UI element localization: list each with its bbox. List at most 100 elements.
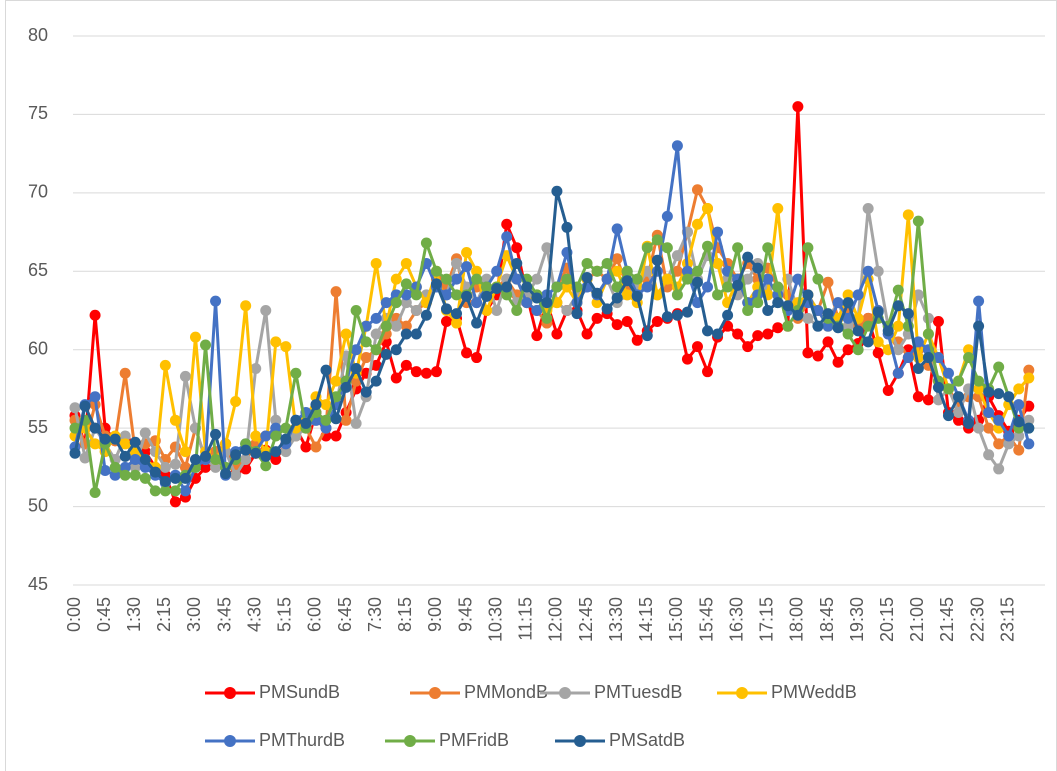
data-point <box>691 276 703 288</box>
data-point <box>651 254 663 266</box>
data-point <box>822 320 834 332</box>
x-tick-label: 15:00 <box>666 597 686 642</box>
data-point <box>491 305 503 316</box>
data-point <box>631 290 643 302</box>
legend-label: PMFridB <box>439 730 509 750</box>
data-point <box>782 300 794 312</box>
x-tick-label: 0:45 <box>94 597 114 632</box>
x-tick-label: 23:15 <box>997 597 1017 642</box>
data-point <box>641 330 653 342</box>
data-point <box>892 320 904 332</box>
data-point <box>179 370 191 382</box>
data-point <box>822 336 834 348</box>
data-point <box>953 406 965 418</box>
data-point <box>611 281 623 293</box>
data-point <box>531 273 543 285</box>
data-point <box>712 257 724 269</box>
data-point <box>611 265 623 277</box>
data-point <box>471 317 483 329</box>
data-point <box>742 251 754 263</box>
data-point <box>270 454 282 466</box>
data-point <box>451 273 463 285</box>
data-point <box>501 218 513 230</box>
data-point <box>149 485 161 497</box>
data-point <box>742 305 754 316</box>
data-point <box>210 428 222 440</box>
data-point <box>119 469 131 481</box>
data-point <box>621 315 633 327</box>
legend-marker <box>736 687 748 699</box>
data-point <box>601 273 613 285</box>
data-point <box>661 311 673 323</box>
data-point <box>159 475 171 487</box>
legend-item: PMSatdB <box>555 730 685 750</box>
data-point <box>169 458 181 470</box>
data-point <box>420 367 432 379</box>
data-point <box>471 297 483 309</box>
data-point <box>159 485 171 497</box>
data-point <box>671 140 683 152</box>
x-tick-label: 12:00 <box>546 597 566 642</box>
x-tick-label: 18:45 <box>817 597 837 642</box>
data-point <box>320 422 332 434</box>
data-point <box>129 436 141 448</box>
y-tick-label: 45 <box>28 574 48 594</box>
data-point <box>812 273 824 285</box>
data-point <box>420 309 432 321</box>
data-point <box>983 406 995 418</box>
data-point <box>370 257 382 269</box>
data-point <box>842 344 854 356</box>
data-point <box>380 320 392 332</box>
data-point <box>1003 430 1015 442</box>
data-point <box>390 273 402 285</box>
data-point <box>762 305 774 316</box>
data-point <box>611 319 623 331</box>
data-point <box>691 218 703 230</box>
data-point <box>521 297 533 309</box>
data-point <box>842 312 854 324</box>
data-point <box>400 257 412 269</box>
data-point <box>842 320 854 332</box>
data-point <box>89 486 101 498</box>
data-point <box>983 449 995 461</box>
legend-marker <box>559 687 571 699</box>
data-point <box>581 257 593 269</box>
x-tick-label: 12:45 <box>576 597 596 642</box>
data-point <box>541 297 553 309</box>
data-point <box>601 303 613 315</box>
data-point <box>842 328 854 340</box>
data-point <box>119 461 131 473</box>
data-point <box>260 460 272 472</box>
data-point <box>129 454 141 466</box>
data-point <box>842 289 854 301</box>
data-point <box>179 446 191 458</box>
data-point <box>591 312 603 324</box>
data-point <box>1013 399 1025 411</box>
data-point <box>200 339 212 351</box>
data-point <box>89 309 101 321</box>
data-point <box>390 320 402 332</box>
x-tick-label: 21:45 <box>937 597 957 642</box>
x-tick-label: 16:30 <box>726 597 746 642</box>
data-point <box>561 305 573 316</box>
x-tick-label: 5:15 <box>275 597 295 632</box>
data-point <box>581 272 593 284</box>
data-point <box>912 336 924 348</box>
legend-marker <box>224 735 236 747</box>
data-point <box>410 366 422 378</box>
data-point <box>109 469 121 481</box>
data-point <box>370 328 382 340</box>
data-point <box>380 297 392 309</box>
data-point <box>179 472 191 484</box>
data-point <box>782 320 794 332</box>
data-point <box>220 438 232 450</box>
data-point <box>631 334 643 346</box>
data-point <box>270 430 282 442</box>
data-point <box>852 289 864 301</box>
data-point <box>661 242 673 254</box>
data-point <box>882 325 894 337</box>
data-point <box>872 306 884 318</box>
data-point <box>511 242 523 254</box>
data-point <box>902 209 914 221</box>
data-point <box>752 297 764 309</box>
